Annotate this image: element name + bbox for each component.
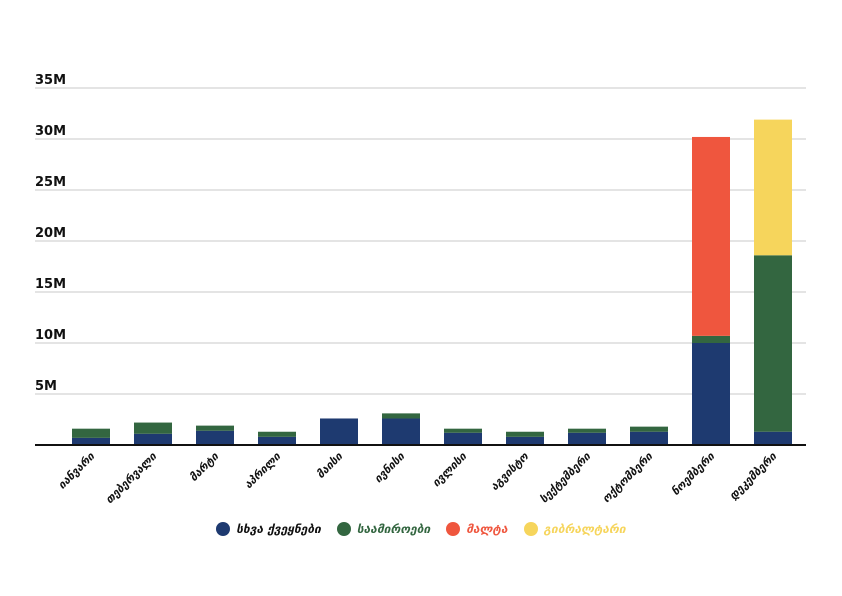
bar-segment (258, 436, 296, 445)
y-tick-label: 35M (35, 73, 66, 88)
x-tick-label: ნოემბერი (669, 449, 718, 498)
legend-item: სხვა ქვეყნები (216, 522, 321, 536)
legend-item: საამიროები (336, 522, 431, 536)
x-tick-label: ივლისი (430, 449, 470, 489)
bar-segment (506, 436, 544, 445)
bar-segment (72, 437, 110, 445)
bar-segment (568, 432, 606, 445)
x-tick-label: აგვისტო (488, 449, 532, 493)
bar-segment (630, 431, 668, 445)
legend: სხვა ქვეყნები საამიროები მალტა გიბრალტარი (0, 522, 842, 536)
bar-segment (444, 432, 482, 445)
bar-segment (506, 431, 544, 437)
bar-segment (134, 433, 172, 445)
x-tick-label: მარტი (187, 449, 222, 484)
bar-segment (692, 136, 730, 336)
x-tick-label: დეკემბერი (727, 449, 780, 502)
bar-segment (692, 343, 730, 445)
bar-segment (196, 430, 234, 445)
legend-label: მალტა (466, 522, 508, 536)
x-tick-label: სექტემბერი (537, 449, 593, 505)
y-tick-label: 10M (35, 328, 66, 343)
y-tick-label: 30M (35, 124, 66, 139)
gridlines (35, 87, 806, 395)
legend-swatch (446, 522, 461, 536)
bar-segment (382, 413, 420, 419)
bar-segment (630, 426, 668, 432)
legend-label: გიბრალტარი (543, 522, 626, 536)
x-tick-label: თებერვალი (103, 449, 160, 506)
x-tick-label: ივნისი (372, 449, 408, 485)
bar-segment (444, 428, 482, 433)
legend-label: საამიროები (356, 522, 431, 536)
bar-segment (72, 428, 110, 438)
y-tick-label: 20M (35, 226, 66, 241)
y-tick-label: 5M (35, 379, 57, 394)
x-tick-label: იანვარი (55, 449, 97, 491)
legend-item: გიბრალტარი (523, 522, 626, 536)
bar-segment (382, 418, 420, 445)
legend-swatch (336, 522, 351, 536)
bar-segment (568, 428, 606, 433)
y-tick-label: 15M (35, 277, 66, 292)
legend-item: მალტა (446, 522, 508, 536)
bar-segment (258, 431, 296, 437)
bar-segment (754, 255, 792, 432)
legend-swatch (216, 522, 231, 536)
x-tick-label: მაისი (314, 449, 346, 481)
x-tick-label: აპრილი (242, 449, 284, 491)
legend-label: სხვა ქვეყნები (236, 522, 321, 536)
x-tick-label: ოქტომბერი (600, 449, 656, 505)
bar-segment (320, 418, 358, 445)
y-tick-label: 25M (35, 175, 66, 190)
bars (72, 119, 792, 445)
bar-segment (692, 335, 730, 343)
y-axis-ticks: 5M 10M 15M 20M 25M 30M 35M (35, 73, 66, 394)
legend-swatch (523, 522, 538, 536)
bar-segment (134, 422, 172, 434)
x-axis-ticks: იანვარი თებერვალი მარტი აპრილი მაისი ივნისი ივ… (55, 449, 779, 506)
bar-segment (196, 425, 234, 431)
bar-segment (754, 119, 792, 256)
bar-segment (754, 431, 792, 445)
